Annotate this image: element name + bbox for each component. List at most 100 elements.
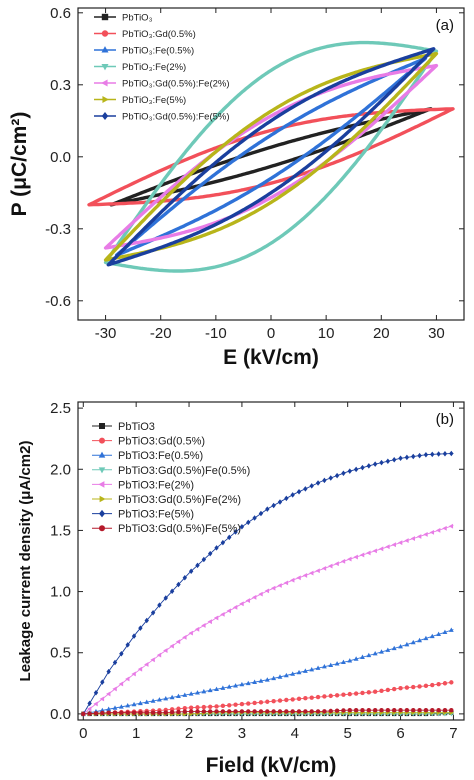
data-point: [296, 709, 302, 714]
data-point: [125, 676, 130, 682]
data-point: [226, 608, 231, 614]
data-point: [106, 691, 111, 697]
data-point: [284, 709, 289, 714]
data-point: [252, 700, 257, 706]
data-point: [404, 641, 410, 647]
series-pbtio3-fe-5: [81, 450, 454, 717]
legend-b-marker: [99, 525, 105, 532]
data-point: [93, 711, 99, 716]
data-point: [366, 550, 371, 556]
panel-b-x-tick-label: 1: [132, 725, 140, 742]
data-point: [214, 704, 219, 709]
data-point: [188, 691, 194, 696]
data-point: [169, 643, 174, 649]
data-point: [150, 698, 156, 703]
panel-b-y-tick-label: 2.5: [50, 400, 71, 417]
data-point: [156, 652, 162, 658]
data-point: [150, 657, 155, 663]
data-point: [137, 700, 143, 706]
data-point: [169, 588, 175, 594]
loop-line-pbtio-fe-5: [103, 51, 439, 262]
data-point: [182, 692, 188, 697]
data-point: [347, 556, 352, 562]
data-point: [404, 685, 410, 690]
data-point: [265, 699, 270, 704]
data-point: [176, 709, 181, 715]
legend-b-label-pbtio3-fe-2: PbTiO3:Fe(2%): [118, 479, 194, 491]
panel-b-x-tick-label: 5: [343, 725, 351, 742]
data-point: [245, 598, 251, 603]
data-point: [112, 659, 118, 666]
data-point: [321, 664, 327, 669]
legend-a-label-pbtio: PbTiO₃: [122, 13, 153, 24]
data-point: [144, 662, 149, 667]
data-point: [430, 682, 435, 688]
data-point: [258, 591, 263, 597]
panel-a-x-tick-label: 30: [428, 325, 445, 342]
data-point: [264, 677, 270, 682]
data-point: [436, 681, 441, 687]
data-point: [353, 554, 358, 560]
data-point: [163, 648, 168, 653]
data-point: [379, 649, 384, 654]
data-point: [81, 711, 86, 717]
series-line-pbtio3-gd-0-5: [83, 681, 454, 715]
data-point: [322, 477, 327, 484]
data-point: [214, 545, 219, 551]
legend-a-marker: [101, 79, 108, 87]
data-point: [207, 687, 213, 693]
data-point: [157, 602, 162, 608]
data-point: [359, 552, 365, 558]
data-point: [176, 693, 181, 699]
data-point: [258, 700, 264, 705]
data-point: [411, 708, 416, 713]
data-point: [328, 708, 333, 714]
data-point: [252, 515, 257, 521]
data-point: [410, 639, 416, 645]
data-point: [144, 710, 149, 715]
data-point: [271, 698, 276, 704]
legend-b-label-pbtio3-gd-0-5: PbTiO3:Gd(0.5%): [118, 436, 205, 448]
data-point: [233, 529, 238, 535]
data-point: [157, 697, 162, 702]
data-point: [347, 658, 353, 663]
data-point: [99, 707, 105, 713]
data-point: [360, 464, 365, 471]
data-point: [435, 527, 441, 533]
data-point: [283, 580, 289, 586]
data-point: [353, 708, 359, 713]
data-point: [436, 708, 441, 713]
data-point: [391, 542, 396, 548]
data-point: [372, 689, 378, 694]
data-point: [246, 701, 251, 706]
data-point: [118, 681, 124, 687]
panel-a-x-tick-label: 0: [267, 325, 275, 342]
data-point: [195, 690, 200, 695]
series-pbtio3-fe-0-5: [80, 627, 454, 716]
legend-b-marker: [98, 451, 106, 458]
data-point: [385, 544, 390, 550]
panel-b-x-tick-label: 4: [291, 725, 299, 742]
data-point: [207, 550, 213, 557]
data-point: [423, 708, 429, 713]
data-point: [169, 694, 175, 700]
legend-b-label-pbtio3-gd-0-5-fe-2: PbTiO3:Gd(0.5%)Fe(2%): [118, 494, 241, 506]
data-point: [430, 708, 435, 713]
data-point: [404, 454, 410, 461]
data-point: [106, 706, 112, 711]
data-point: [385, 458, 391, 464]
data-point: [252, 679, 258, 684]
data-point: [417, 452, 422, 459]
data-point: [125, 703, 131, 708]
data-point: [315, 665, 321, 670]
panel-b-x-tick-label: 0: [79, 725, 87, 742]
data-point: [334, 693, 340, 698]
panel-a-y-tick-label: 0.0: [50, 149, 71, 166]
data-point: [138, 625, 143, 631]
data-point: [182, 574, 188, 581]
data-point: [220, 539, 226, 546]
data-point: [138, 710, 143, 715]
data-point: [296, 575, 301, 581]
data-point: [201, 623, 206, 628]
